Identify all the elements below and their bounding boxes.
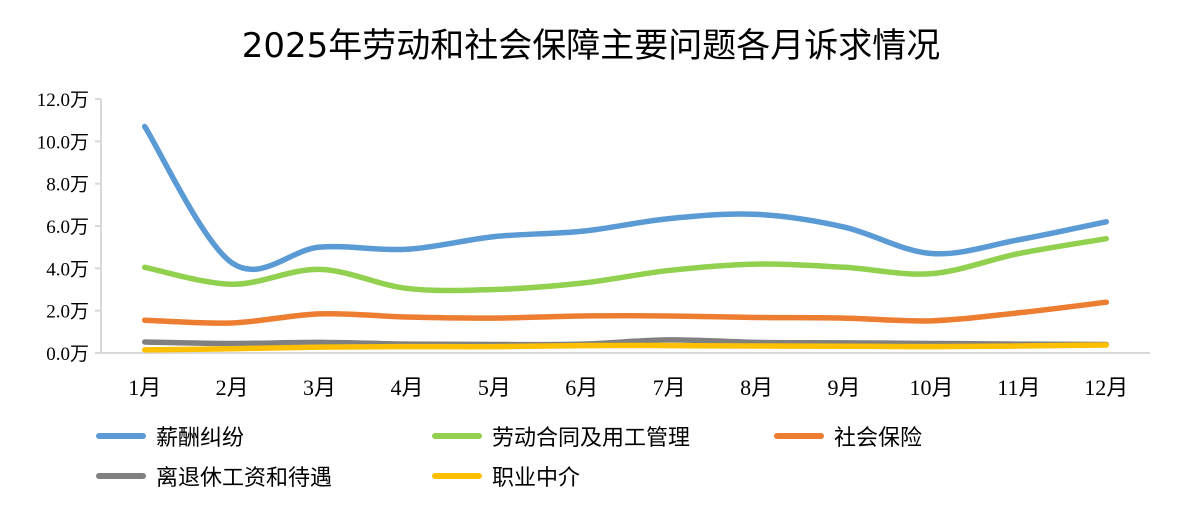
x-tick-label: 2月	[216, 375, 249, 400]
legend-swatch-icon	[96, 433, 146, 439]
y-tick-label: 10.0万	[37, 132, 89, 153]
x-tick-label: 11月	[997, 375, 1040, 400]
legend-item-job-agency: 职业中介	[432, 460, 580, 492]
series-line-2	[141, 299, 1110, 326]
x-tick-label: 10月	[909, 375, 953, 400]
legend-item-social-insurance: 社会保险	[774, 420, 922, 452]
series-lines	[141, 123, 1110, 353]
y-tick-label: 0.0万	[46, 344, 89, 365]
x-tick-label: 6月	[565, 375, 598, 400]
legend-label: 社会保险	[834, 426, 923, 451]
legend-swatch-icon	[432, 473, 482, 479]
axes: 0.0万 2.0万 4.0万 6.0万 8.0万 10.0万 12.0万 1月 2月 3月 4月 5月…	[37, 90, 1150, 400]
legend-item-contract: 劳动合同及用工管理	[432, 420, 690, 452]
series-line-4	[141, 342, 1110, 353]
legend-item-salary: 薪酬纠纷	[96, 420, 244, 452]
legend-swatch-icon	[96, 473, 146, 479]
x-tick-label: 4月	[390, 375, 423, 400]
x-tick-label: 1月	[128, 375, 161, 400]
y-tick-label: 8.0万	[46, 175, 89, 196]
y-tick-label: 12.0万	[37, 90, 89, 111]
series-line-3	[141, 337, 1110, 348]
y-tick-label: 6.0万	[46, 217, 89, 238]
legend-label: 薪酬纠纷	[156, 426, 245, 451]
legend-label: 职业中介	[492, 466, 581, 491]
y-tick-label: 4.0万	[46, 259, 89, 280]
x-tick-label: 3月	[303, 375, 336, 400]
series-line-1	[141, 235, 1110, 294]
chart-title: 2025年劳动和社会保障主要问题各月诉求情况	[241, 26, 941, 66]
x-tick-label: 8月	[740, 375, 773, 400]
legend-swatch-icon	[432, 433, 482, 439]
legend-label: 劳动合同及用工管理	[492, 426, 691, 451]
series-line-0	[141, 123, 1110, 272]
x-tick-label: 9月	[828, 375, 861, 400]
legend-item-retirement: 离退休工资和待遇	[96, 460, 332, 492]
legend-label: 离退休工资和待遇	[156, 466, 333, 491]
x-tick-label: 7月	[653, 375, 686, 400]
y-tick-label: 2.0万	[46, 302, 89, 323]
legend-swatch-icon	[774, 433, 824, 439]
x-tick-label: 12月	[1084, 375, 1128, 400]
x-tick-label: 5月	[478, 375, 511, 400]
